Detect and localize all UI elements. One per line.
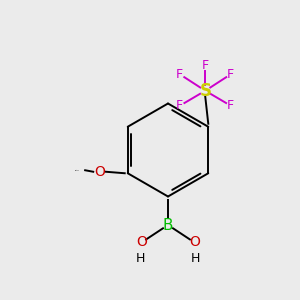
- Text: O: O: [136, 236, 147, 249]
- Text: O: O: [189, 236, 200, 249]
- Text: B: B: [163, 218, 173, 232]
- Text: F: F: [227, 68, 234, 81]
- Text: F: F: [176, 68, 183, 81]
- Text: F: F: [227, 99, 234, 112]
- Text: H: H: [191, 251, 201, 265]
- Text: O: O: [94, 165, 105, 179]
- Text: F: F: [202, 59, 209, 72]
- Text: methyl: methyl: [75, 169, 80, 171]
- Text: H: H: [135, 251, 145, 265]
- Text: S: S: [199, 82, 211, 100]
- Text: F: F: [176, 99, 183, 112]
